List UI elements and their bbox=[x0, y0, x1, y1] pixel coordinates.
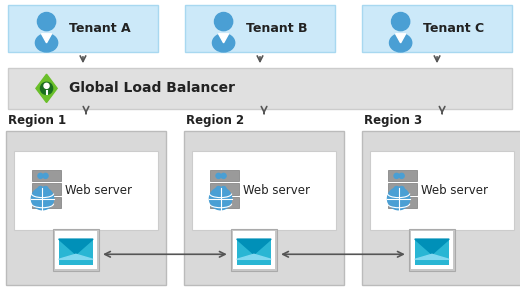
Circle shape bbox=[216, 200, 221, 205]
FancyBboxPatch shape bbox=[211, 170, 239, 181]
Ellipse shape bbox=[213, 34, 235, 52]
Circle shape bbox=[214, 12, 232, 31]
Polygon shape bbox=[42, 34, 51, 43]
Circle shape bbox=[37, 12, 56, 31]
Text: Tenant C: Tenant C bbox=[423, 22, 484, 35]
Polygon shape bbox=[237, 254, 271, 259]
Text: Region 2: Region 2 bbox=[186, 114, 244, 127]
Text: Global Load Balancer: Global Load Balancer bbox=[69, 81, 235, 95]
Text: Tenant A: Tenant A bbox=[69, 22, 131, 35]
Text: Tenant B: Tenant B bbox=[246, 22, 307, 35]
Circle shape bbox=[43, 173, 48, 178]
Circle shape bbox=[221, 173, 226, 178]
Polygon shape bbox=[218, 34, 229, 43]
FancyBboxPatch shape bbox=[409, 229, 455, 272]
FancyBboxPatch shape bbox=[237, 239, 271, 266]
Circle shape bbox=[399, 200, 404, 205]
Polygon shape bbox=[415, 239, 449, 254]
FancyBboxPatch shape bbox=[362, 131, 520, 285]
FancyBboxPatch shape bbox=[184, 131, 344, 285]
FancyBboxPatch shape bbox=[415, 239, 449, 266]
FancyBboxPatch shape bbox=[14, 151, 158, 230]
FancyBboxPatch shape bbox=[8, 5, 158, 52]
FancyBboxPatch shape bbox=[6, 131, 166, 285]
Circle shape bbox=[43, 187, 48, 192]
FancyBboxPatch shape bbox=[211, 197, 239, 208]
Circle shape bbox=[38, 173, 43, 178]
Circle shape bbox=[38, 187, 43, 192]
Circle shape bbox=[221, 187, 226, 192]
FancyBboxPatch shape bbox=[192, 151, 336, 230]
FancyBboxPatch shape bbox=[388, 170, 417, 181]
Polygon shape bbox=[396, 34, 406, 43]
Text: Web server: Web server bbox=[64, 184, 132, 197]
FancyBboxPatch shape bbox=[59, 239, 93, 266]
Circle shape bbox=[44, 83, 49, 88]
Circle shape bbox=[221, 200, 226, 205]
Circle shape bbox=[399, 173, 404, 178]
Circle shape bbox=[394, 173, 399, 178]
FancyBboxPatch shape bbox=[232, 231, 275, 270]
Circle shape bbox=[210, 187, 232, 210]
Circle shape bbox=[31, 187, 54, 210]
FancyBboxPatch shape bbox=[388, 197, 417, 208]
Circle shape bbox=[394, 200, 399, 205]
Text: Region 1: Region 1 bbox=[8, 114, 66, 127]
Polygon shape bbox=[237, 239, 271, 254]
FancyBboxPatch shape bbox=[388, 183, 417, 195]
FancyBboxPatch shape bbox=[8, 68, 512, 109]
Text: Web server: Web server bbox=[243, 184, 310, 197]
Circle shape bbox=[394, 187, 399, 192]
FancyBboxPatch shape bbox=[185, 5, 335, 52]
FancyBboxPatch shape bbox=[370, 151, 514, 230]
Circle shape bbox=[392, 12, 410, 31]
Ellipse shape bbox=[389, 34, 412, 52]
Circle shape bbox=[38, 200, 43, 205]
FancyBboxPatch shape bbox=[32, 197, 61, 208]
Circle shape bbox=[216, 173, 221, 178]
Text: Region 3: Region 3 bbox=[364, 114, 422, 127]
FancyBboxPatch shape bbox=[53, 229, 99, 272]
FancyBboxPatch shape bbox=[411, 231, 453, 270]
FancyBboxPatch shape bbox=[211, 183, 239, 195]
FancyBboxPatch shape bbox=[231, 229, 277, 272]
Text: Web server: Web server bbox=[421, 184, 488, 197]
Ellipse shape bbox=[35, 34, 58, 52]
FancyBboxPatch shape bbox=[32, 170, 61, 181]
Polygon shape bbox=[59, 254, 93, 259]
Circle shape bbox=[399, 187, 404, 192]
Polygon shape bbox=[59, 239, 93, 254]
FancyBboxPatch shape bbox=[55, 231, 97, 270]
Polygon shape bbox=[36, 74, 57, 103]
Circle shape bbox=[387, 187, 410, 210]
Circle shape bbox=[43, 200, 48, 205]
Circle shape bbox=[216, 187, 221, 192]
FancyBboxPatch shape bbox=[362, 5, 512, 52]
Polygon shape bbox=[415, 254, 449, 259]
FancyBboxPatch shape bbox=[32, 183, 61, 195]
Circle shape bbox=[41, 82, 53, 94]
